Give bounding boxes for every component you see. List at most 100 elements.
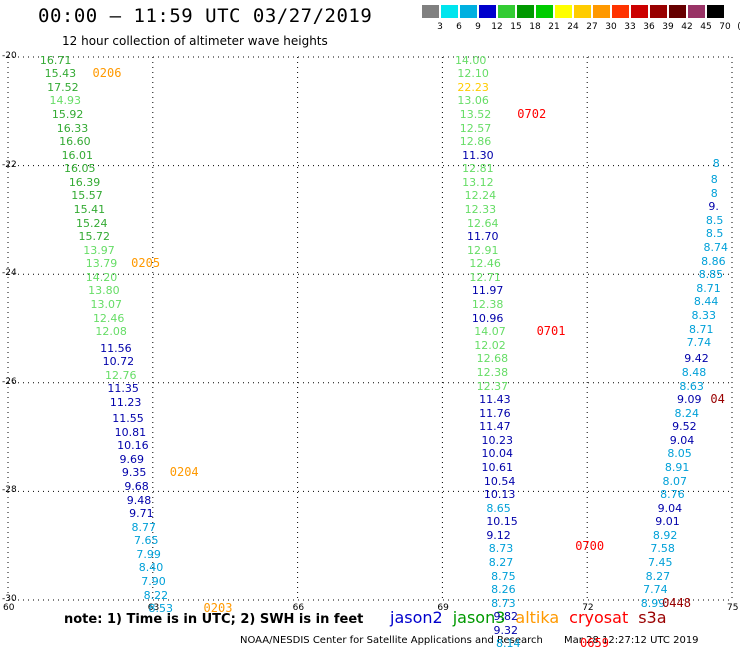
swh-point: 9.71: [129, 507, 154, 521]
swh-point: 8.73: [491, 596, 516, 610]
time-label: 0700: [575, 538, 605, 553]
x-tick-label: 69: [437, 603, 449, 613]
swh-point: 8.27: [645, 569, 671, 583]
swh-point: 14.93: [49, 94, 82, 108]
scale-label: 30: [605, 22, 617, 32]
time-label: 0701: [536, 324, 566, 339]
scale-label: 45: [700, 22, 712, 32]
swh-point: 11.70: [467, 230, 499, 244]
time-label: 0659: [580, 636, 609, 650]
swh-point: 12.46: [469, 257, 501, 271]
swh-point: 12.76: [105, 368, 137, 382]
swh-point: 8.73: [488, 542, 514, 556]
scale-swatch: [707, 5, 724, 18]
swh-point: 15.43: [44, 67, 77, 81]
swh-point: 10.23: [481, 433, 513, 447]
scale-label: 3: [437, 22, 443, 32]
swh-point: 13.79: [85, 257, 118, 271]
swh-point: 16.33: [56, 121, 89, 135]
legend-item-jason3: jason3: [452, 608, 506, 627]
swh-point: 11.43: [479, 393, 511, 407]
scale-swatch: [688, 5, 705, 18]
scale-label: 21: [548, 22, 560, 32]
footer-note: note: 1) Time is in UTC; 2) SWH is in fe…: [64, 612, 364, 627]
swh-point: 13.07: [90, 298, 123, 312]
swh-point: 11.23: [109, 395, 142, 409]
swh-point: 16.39: [68, 175, 101, 189]
swh-point: 9.04: [669, 433, 695, 447]
swh-point: 11.76: [479, 406, 511, 420]
swh-point: 10.61: [481, 460, 513, 474]
time-label: 0448: [662, 595, 691, 610]
swh-point: 7.58: [650, 542, 675, 556]
swh-point: 12.64: [467, 216, 499, 230]
page-title: 00:00 – 11:59 UTC 03/27/2019: [38, 5, 373, 27]
scale-label: 70: [719, 22, 731, 32]
swh-point: 12.02: [474, 338, 506, 352]
swh-point: 8.24: [674, 406, 700, 420]
swh-point: 17.52: [47, 80, 79, 94]
swh-point: 16.60: [59, 135, 91, 149]
scale-swatch: [517, 5, 534, 18]
swh-point: 8.92: [652, 528, 678, 542]
y-tick-label: -22: [2, 159, 17, 170]
swh-point: 12.08: [95, 325, 127, 339]
swh-point: 11.55: [112, 412, 144, 426]
swh-point: 10.04: [481, 447, 513, 461]
swh-point: 9.52: [672, 420, 697, 434]
scale-swatch: [422, 5, 439, 18]
swh-point: 8.5: [705, 213, 724, 227]
y-tick-label: -30: [2, 594, 17, 604]
swh-point: 7.90: [141, 574, 166, 588]
swh-point: 11.30: [462, 148, 494, 162]
swh-point: 15.72: [78, 230, 110, 244]
swh-point: 8.40: [138, 561, 164, 575]
legend-item-s3a: s3a: [638, 608, 667, 627]
time-label: 0203: [203, 601, 233, 616]
swh-point: 14.07: [474, 325, 506, 339]
swh-point: 15.92: [51, 108, 84, 121]
scale-label: (ft): [734, 22, 740, 32]
scale-swatch: [631, 5, 648, 18]
swh-point: 8.75: [491, 569, 516, 583]
swh-point: 13.12: [462, 175, 494, 189]
scale-swatch: [555, 5, 572, 18]
y-tick-label: -28: [2, 485, 17, 496]
time-label: 0702: [517, 107, 547, 121]
scale-label: 18: [529, 22, 541, 32]
scale-swatch: [536, 5, 553, 18]
swh-point: 13.06: [457, 94, 489, 108]
time-label: 04: [710, 392, 725, 407]
scale-swatch: [593, 5, 610, 18]
swh-point: 8.27: [488, 555, 514, 569]
swh-point: 12.37: [476, 379, 509, 393]
swh-point: 7.74: [643, 583, 668, 597]
time-label: 0205: [131, 256, 161, 271]
scale-label: 6: [456, 22, 462, 32]
swh-point: 9.04: [657, 501, 683, 515]
swh-point: 12.38: [476, 365, 509, 379]
credit-text: NOAA/NESDIS Center for Satellite Applica…: [240, 635, 543, 646]
swh-point: 16.01: [61, 148, 94, 162]
scale-label: 33: [624, 22, 636, 32]
swh-point: 7.65: [133, 534, 159, 548]
swh-point: 8.33: [691, 308, 716, 322]
swh-point: 11.47: [479, 420, 511, 434]
scale-swatch: [650, 5, 667, 18]
swh-point: 9.: [708, 200, 719, 214]
swh-point: 8.77: [131, 520, 157, 534]
scale-swatch: [669, 5, 686, 18]
swh-point: 8.5: [705, 227, 724, 241]
swh-point: 9.01: [655, 515, 680, 529]
x-tick-label: 72: [582, 603, 594, 613]
swh-point: 8: [710, 173, 718, 187]
swh-point: 8.76: [660, 488, 685, 502]
swh-point: 9.12: [486, 528, 511, 542]
scale-label: 42: [681, 22, 693, 32]
timestamp-text: Mar 28 12:27:12 UTC 2019: [564, 635, 699, 646]
swh-point: 12.86: [459, 135, 492, 149]
legend-item-cryosat: cryosat: [569, 608, 629, 627]
swh-point: 12.38: [471, 298, 504, 312]
swh-point: 8.85: [698, 268, 724, 282]
swh-point: 8: [710, 186, 718, 200]
